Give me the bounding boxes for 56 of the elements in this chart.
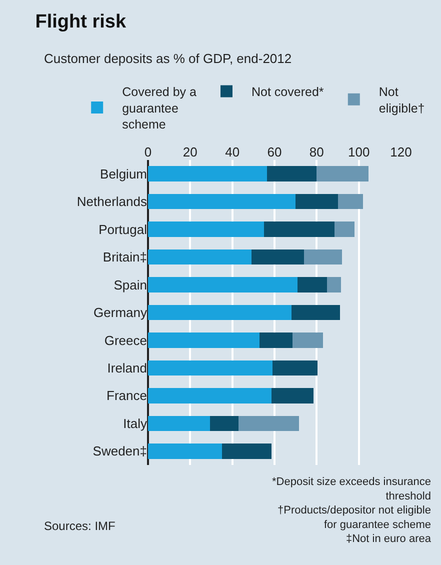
bar	[148, 304, 292, 320]
bar	[298, 277, 328, 292]
bar	[327, 277, 341, 292]
legend-label: Covered by a guarantee scheme	[122, 85, 196, 132]
y-tick-label: Netherlands	[76, 194, 148, 210]
y-tick-label: Greece	[104, 332, 147, 348]
y-tick-label: Italy	[123, 416, 148, 431]
legend-label: Not covered*	[251, 85, 324, 100]
chart-title: Flight risk	[35, 11, 126, 32]
bar	[304, 249, 342, 265]
x-tick-label: 100	[348, 144, 370, 160]
bar	[210, 416, 239, 432]
bar	[272, 360, 318, 376]
y-tick-label: France	[106, 388, 147, 404]
bar	[292, 332, 323, 348]
x-tick-label: 0	[144, 144, 152, 160]
bar	[260, 332, 292, 348]
x-tick-label: 20	[182, 144, 198, 160]
bar	[148, 222, 264, 237]
y-tick-label: Britain‡	[102, 250, 147, 265]
x-tick-label: 120	[390, 144, 412, 160]
text: *Deposit size exceeds insurance threshold	[272, 476, 431, 502]
bar	[148, 332, 260, 348]
bar	[148, 360, 272, 376]
bar	[271, 388, 314, 404]
bar	[148, 166, 268, 182]
y-tick-label: Sweden‡	[92, 444, 147, 459]
bar	[148, 249, 252, 265]
bar	[238, 416, 299, 432]
y-tick-label: Spain	[114, 277, 147, 292]
legend-label: Not eligible†	[378, 85, 425, 116]
bar	[148, 194, 296, 210]
text: ‡Not in euro area	[346, 533, 432, 546]
x-tick-label: 80	[309, 144, 324, 160]
x-tick-label: 60	[267, 144, 282, 160]
bar	[338, 194, 364, 210]
bar	[316, 166, 368, 182]
bar	[148, 388, 272, 404]
bar	[296, 194, 338, 210]
bar	[251, 249, 304, 265]
bar	[334, 222, 355, 237]
bar	[267, 166, 317, 182]
y-tick-label: Belgium	[100, 166, 147, 182]
text: †Products/depositor not eligible for guarantee scheme	[278, 504, 431, 531]
bar	[222, 444, 272, 459]
bar	[148, 416, 210, 432]
bar	[264, 222, 335, 237]
x-tick-label: 40	[225, 144, 240, 160]
bar	[291, 304, 340, 320]
bar	[148, 444, 222, 459]
bar	[148, 277, 298, 292]
y-tick-label: Portugal	[98, 222, 148, 237]
y-tick-label: Ireland	[107, 360, 147, 376]
source-note: Sources: IMF	[44, 519, 116, 533]
y-tick-label: Germany	[94, 305, 148, 320]
chart-subtitle: Customer deposits as % of GDP, end-2012	[44, 51, 292, 66]
